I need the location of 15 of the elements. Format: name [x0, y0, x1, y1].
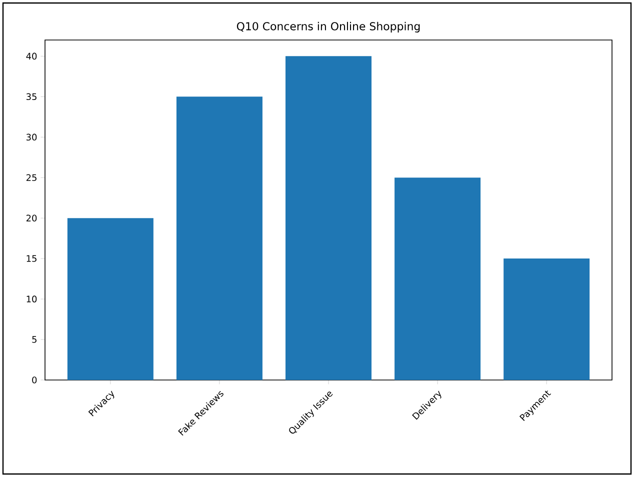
y-tick-label: 5	[32, 336, 36, 343]
bar	[67, 218, 154, 380]
bar	[176, 96, 262, 380]
y-tick-label: 30	[26, 134, 37, 141]
bar	[286, 56, 372, 380]
y-tick-label: 25	[26, 174, 36, 181]
y-tick-label: 15	[26, 255, 36, 262]
y-tick-label: 10	[26, 296, 37, 302]
y-tick-label: 40	[26, 52, 37, 60]
y-tick-label: 20	[26, 214, 37, 222]
chart-title: Q10 Concerns in Online Shopping	[236, 22, 420, 32]
bar	[394, 178, 481, 380]
y-tick-label: 0	[32, 376, 37, 384]
y-tick-label: 35	[26, 93, 36, 100]
bar	[504, 258, 590, 380]
